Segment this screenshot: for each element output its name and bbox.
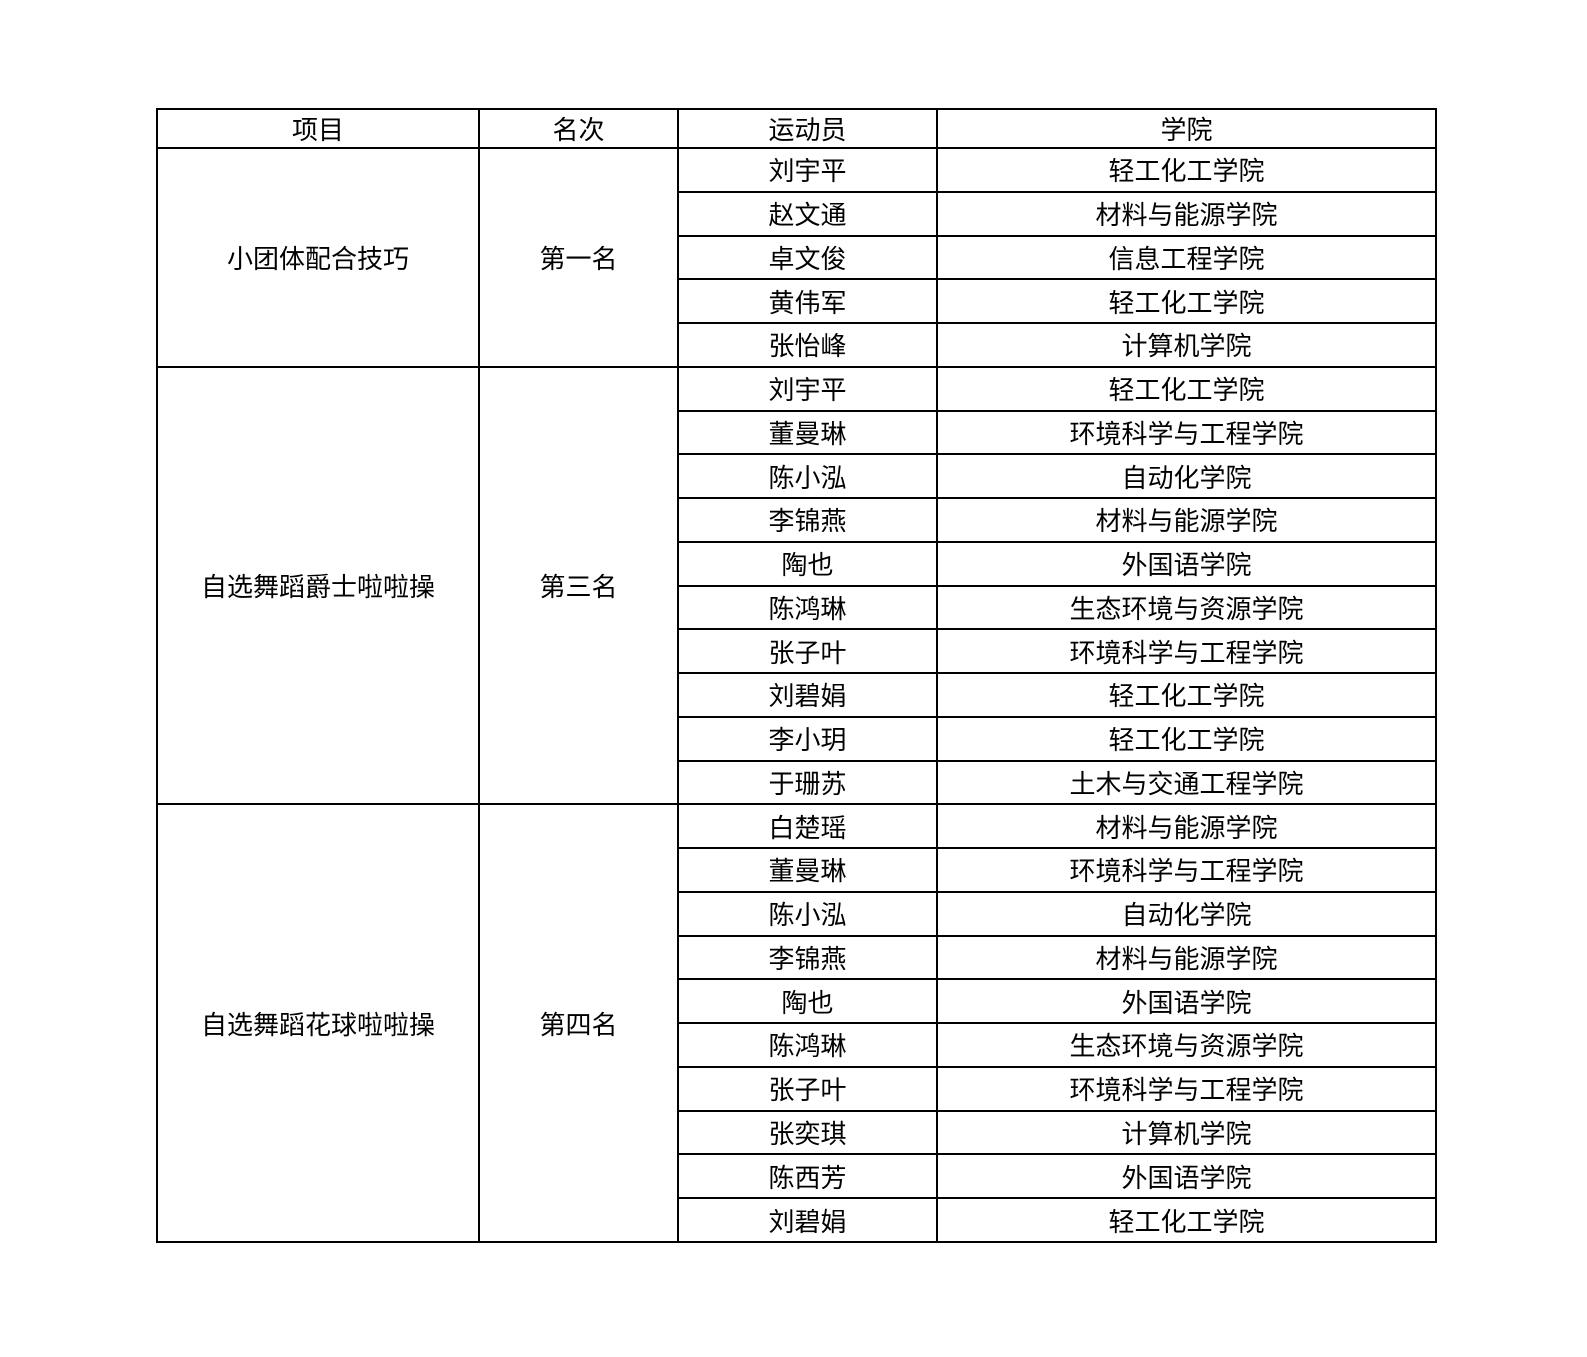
table-row: 陈小泓 自动化学院 bbox=[157, 453, 1437, 499]
table-row: 陈鸿琳 生态环境与资源学院 bbox=[157, 1022, 1437, 1068]
table-row: 董曼琳 环境科学与工程学院 bbox=[157, 409, 1437, 456]
table-row: 于珊苏 土木与交通工程学院 bbox=[157, 759, 1437, 806]
header-row: 项目 名次 运动员 学院 bbox=[156, 108, 1437, 149]
event-cell: 自选舞蹈花球啦啦操 bbox=[156, 803, 480, 1243]
table-row: 李锦燕 材料与能源学院 bbox=[157, 497, 1437, 543]
college-cell: 外国语学院 bbox=[936, 540, 1437, 587]
table-row: 陶也 外国语学院 bbox=[157, 540, 1437, 587]
event-cell: 自选舞蹈爵士啦啦操 bbox=[156, 365, 480, 806]
college-cell: 外国语学院 bbox=[936, 978, 1437, 1024]
athlete-name-cell: 张奕琪 bbox=[677, 1109, 938, 1156]
column-header-event: 项目 bbox=[156, 108, 480, 149]
column-header-athlete: 运动员 bbox=[677, 108, 938, 149]
college-cell: 生态环境与资源学院 bbox=[936, 1022, 1437, 1068]
college-cell: 自动化学院 bbox=[936, 890, 1437, 937]
table-row: 陈小泓 自动化学院 bbox=[157, 890, 1437, 937]
athlete-name-cell: 陈小泓 bbox=[677, 890, 938, 937]
athlete-name-cell: 李锦燕 bbox=[677, 934, 938, 981]
column-header-rank: 名次 bbox=[478, 108, 679, 149]
athlete-name-cell: 李小玥 bbox=[677, 715, 938, 762]
college-cell: 环境科学与工程学院 bbox=[936, 847, 1437, 893]
college-cell: 生态环境与资源学院 bbox=[936, 584, 1437, 631]
college-cell: 自动化学院 bbox=[936, 453, 1437, 499]
table-row: 张奕琪 计算机学院 bbox=[157, 1109, 1437, 1156]
college-cell: 轻工化工学院 bbox=[936, 672, 1437, 718]
athlete-name-cell: 陈鸿琳 bbox=[677, 1022, 938, 1068]
table-row: 张子叶 环境科学与工程学院 bbox=[157, 1065, 1437, 1112]
college-cell: 环境科学与工程学院 bbox=[936, 1065, 1437, 1112]
table-row: 刘碧娟 轻工化工学院 bbox=[157, 672, 1437, 718]
athlete-name-cell: 刘碧娟 bbox=[677, 1197, 938, 1243]
athlete-name-cell: 刘碧娟 bbox=[677, 672, 938, 718]
athlete-name-cell: 董曼琳 bbox=[677, 409, 938, 456]
table-row: 卓文俊 信息工程学院 bbox=[157, 234, 1437, 281]
college-cell: 材料与能源学院 bbox=[936, 803, 1437, 849]
college-cell: 环境科学与工程学院 bbox=[936, 409, 1437, 456]
college-cell: 计算机学院 bbox=[936, 322, 1437, 368]
table-row: 李锦燕 材料与能源学院 bbox=[157, 934, 1437, 981]
college-cell: 轻工化工学院 bbox=[936, 365, 1437, 412]
college-cell: 土木与交通工程学院 bbox=[936, 759, 1437, 806]
table-row: 陶也 外国语学院 bbox=[157, 978, 1437, 1024]
athlete-name-cell: 白楚瑶 bbox=[677, 803, 938, 849]
college-cell: 轻工化工学院 bbox=[936, 715, 1437, 762]
table-row: 陈鸿琳 生态环境与资源学院 bbox=[157, 584, 1437, 631]
rank-cell: 第四名 bbox=[478, 803, 679, 1243]
table-row: 黄伟军 轻工化工学院 bbox=[157, 278, 1437, 324]
athlete-name-cell: 赵文通 bbox=[677, 190, 938, 237]
athlete-name-cell: 黄伟军 bbox=[677, 278, 938, 324]
athlete-name-cell: 于珊苏 bbox=[677, 759, 938, 806]
table-row: 张子叶 环境科学与工程学院 bbox=[157, 628, 1437, 674]
rank-cell: 第三名 bbox=[478, 365, 679, 806]
college-cell: 轻工化工学院 bbox=[936, 147, 1437, 193]
college-cell: 轻工化工学院 bbox=[936, 1197, 1437, 1243]
table-row: 张怡峰 计算机学院 bbox=[157, 322, 1437, 368]
results-table: 项目 名次 运动员 学院 小团体配合技巧 第一名 刘宇平 轻工化工学院 赵文通 材料与能源学院卓… bbox=[156, 108, 1437, 1243]
athlete-name-cell: 刘宇平 bbox=[677, 365, 938, 412]
table-row: 李小玥 轻工化工学院 bbox=[157, 715, 1437, 762]
athlete-name-cell: 董曼琳 bbox=[677, 847, 938, 893]
athlete-name-cell: 张子叶 bbox=[677, 628, 938, 674]
rank-cell: 第一名 bbox=[478, 147, 679, 368]
table-body: 小团体配合技巧 第一名 刘宇平 轻工化工学院 赵文通 材料与能源学院 卓文俊 信息工程学院 黄伟… bbox=[156, 147, 1437, 1243]
table-row: 自选舞蹈花球啦啦操 第四名 白楚瑶 材料与能源学院 bbox=[156, 803, 1437, 1243]
event-cell: 小团体配合技巧 bbox=[156, 147, 480, 368]
athlete-name-cell: 陶也 bbox=[677, 978, 938, 1024]
table-row: 赵文通 材料与能源学院 bbox=[157, 190, 1437, 237]
college-cell: 轻工化工学院 bbox=[936, 278, 1437, 324]
college-cell: 信息工程学院 bbox=[936, 234, 1437, 281]
college-cell: 材料与能源学院 bbox=[936, 497, 1437, 543]
table-row: 刘碧娟 轻工化工学院 bbox=[157, 1197, 1437, 1243]
athlete-name-cell: 张怡峰 bbox=[677, 322, 938, 368]
college-cell: 材料与能源学院 bbox=[936, 190, 1437, 237]
column-header-college: 学院 bbox=[936, 108, 1437, 149]
athlete-name-cell: 刘宇平 bbox=[677, 147, 938, 193]
athlete-name-cell: 陈鸿琳 bbox=[677, 584, 938, 631]
college-cell: 外国语学院 bbox=[936, 1153, 1437, 1199]
table-row: 董曼琳 环境科学与工程学院 bbox=[157, 847, 1437, 893]
table-row: 陈西芳 外国语学院 bbox=[157, 1153, 1437, 1199]
college-cell: 环境科学与工程学院 bbox=[936, 628, 1437, 674]
table-header: 项目 名次 运动员 学院 bbox=[156, 108, 1437, 149]
college-cell: 计算机学院 bbox=[936, 1109, 1437, 1156]
athlete-name-cell: 陈小泓 bbox=[677, 453, 938, 499]
table-row: 自选舞蹈爵士啦啦操 第三名 刘宇平 轻工化工学院 bbox=[156, 365, 1437, 806]
athlete-name-cell: 陈西芳 bbox=[677, 1153, 938, 1199]
athlete-name-cell: 张子叶 bbox=[677, 1065, 938, 1112]
athlete-name-cell: 卓文俊 bbox=[677, 234, 938, 281]
athlete-name-cell: 陶也 bbox=[677, 540, 938, 587]
table-row: 小团体配合技巧 第一名 刘宇平 轻工化工学院 bbox=[156, 147, 1437, 368]
athlete-name-cell: 李锦燕 bbox=[677, 497, 938, 543]
college-cell: 材料与能源学院 bbox=[936, 934, 1437, 981]
